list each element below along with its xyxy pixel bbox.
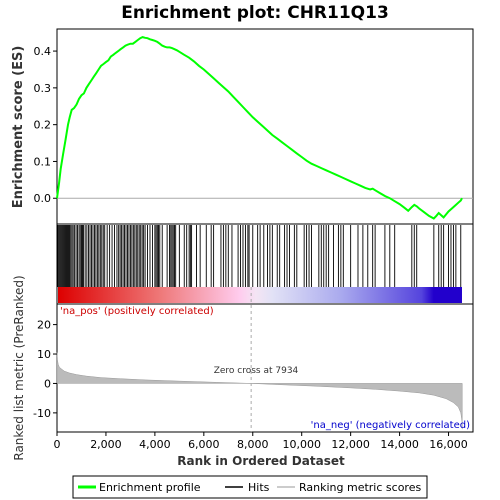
legend: Enrichment profile Hits Ranking metric s… xyxy=(72,475,428,499)
x-tick-label: 6,000 xyxy=(188,438,220,451)
x-tick-label: 16,000 xyxy=(429,438,468,451)
x-tick-label: 0 xyxy=(54,438,61,451)
hits-panel xyxy=(56,223,474,305)
legend-label-metric: Ranking metric scores xyxy=(299,481,421,494)
es-y-axis-label: Enrichment score (ES) xyxy=(11,46,26,209)
legend-label-hits: Hits xyxy=(248,481,270,494)
legend-box xyxy=(72,475,428,499)
metric-y-tick-label: 0 xyxy=(44,377,51,390)
metric-panel-frame xyxy=(56,303,474,433)
enrichment-profile-line xyxy=(56,36,463,220)
x-axis-label: Rank in Ordered Dataset xyxy=(177,454,345,468)
x-axis: 0 2,000 4,000 6,000 8,000 10,000 12,000 14,000 1… xyxy=(54,432,468,451)
x-tick-label: 10,000 xyxy=(282,438,321,451)
hit-lines xyxy=(57,225,462,287)
es-y-tick-label: 0.1 xyxy=(34,155,52,168)
metric-y-tick-label: 10 xyxy=(37,348,51,361)
metric-y-tick-label: -10 xyxy=(33,407,51,420)
legend-label-enrichment: Enrichment profile xyxy=(99,481,201,494)
positive-correlation-label: 'na_pos' (positively correlated) xyxy=(60,306,214,317)
es-y-tick-label: 0.2 xyxy=(34,119,52,132)
es-y-tick-label: 0.4 xyxy=(34,45,52,58)
ranked-metric-panel: 20 10 0 -10 'na_pos' (positively correlated… xyxy=(12,275,474,461)
chart-title: Enrichment plot: CHR11Q13 xyxy=(121,3,389,23)
es-y-tick-label: 0.0 xyxy=(34,192,52,205)
x-tick-label: 2,000 xyxy=(90,438,122,451)
x-tick-label: 12,000 xyxy=(331,438,370,451)
es-y-tick-label: 0.3 xyxy=(34,82,52,95)
x-tick-label: 8,000 xyxy=(237,438,269,451)
zero-cross-label: Zero cross at 7934 xyxy=(214,366,299,376)
es-y-axis: 0.0 0.1 0.2 0.3 0.4 xyxy=(34,45,57,205)
es-panel: 0.0 0.1 0.2 0.3 0.4 Enrichment score (ES) xyxy=(11,28,474,225)
es-panel-frame xyxy=(56,28,474,225)
x-tick-label: 14,000 xyxy=(380,438,419,451)
metric-y-axis-label: Ranked list metric (PreRanked) xyxy=(12,275,26,460)
negative-correlation-label: 'na_neg' (negatively correlated) xyxy=(311,420,470,431)
metric-y-axis: 20 10 0 -10 xyxy=(33,319,57,420)
rank-color-band xyxy=(58,287,462,303)
metric-y-tick-label: 20 xyxy=(37,319,51,332)
x-tick-label: 4,000 xyxy=(139,438,171,451)
